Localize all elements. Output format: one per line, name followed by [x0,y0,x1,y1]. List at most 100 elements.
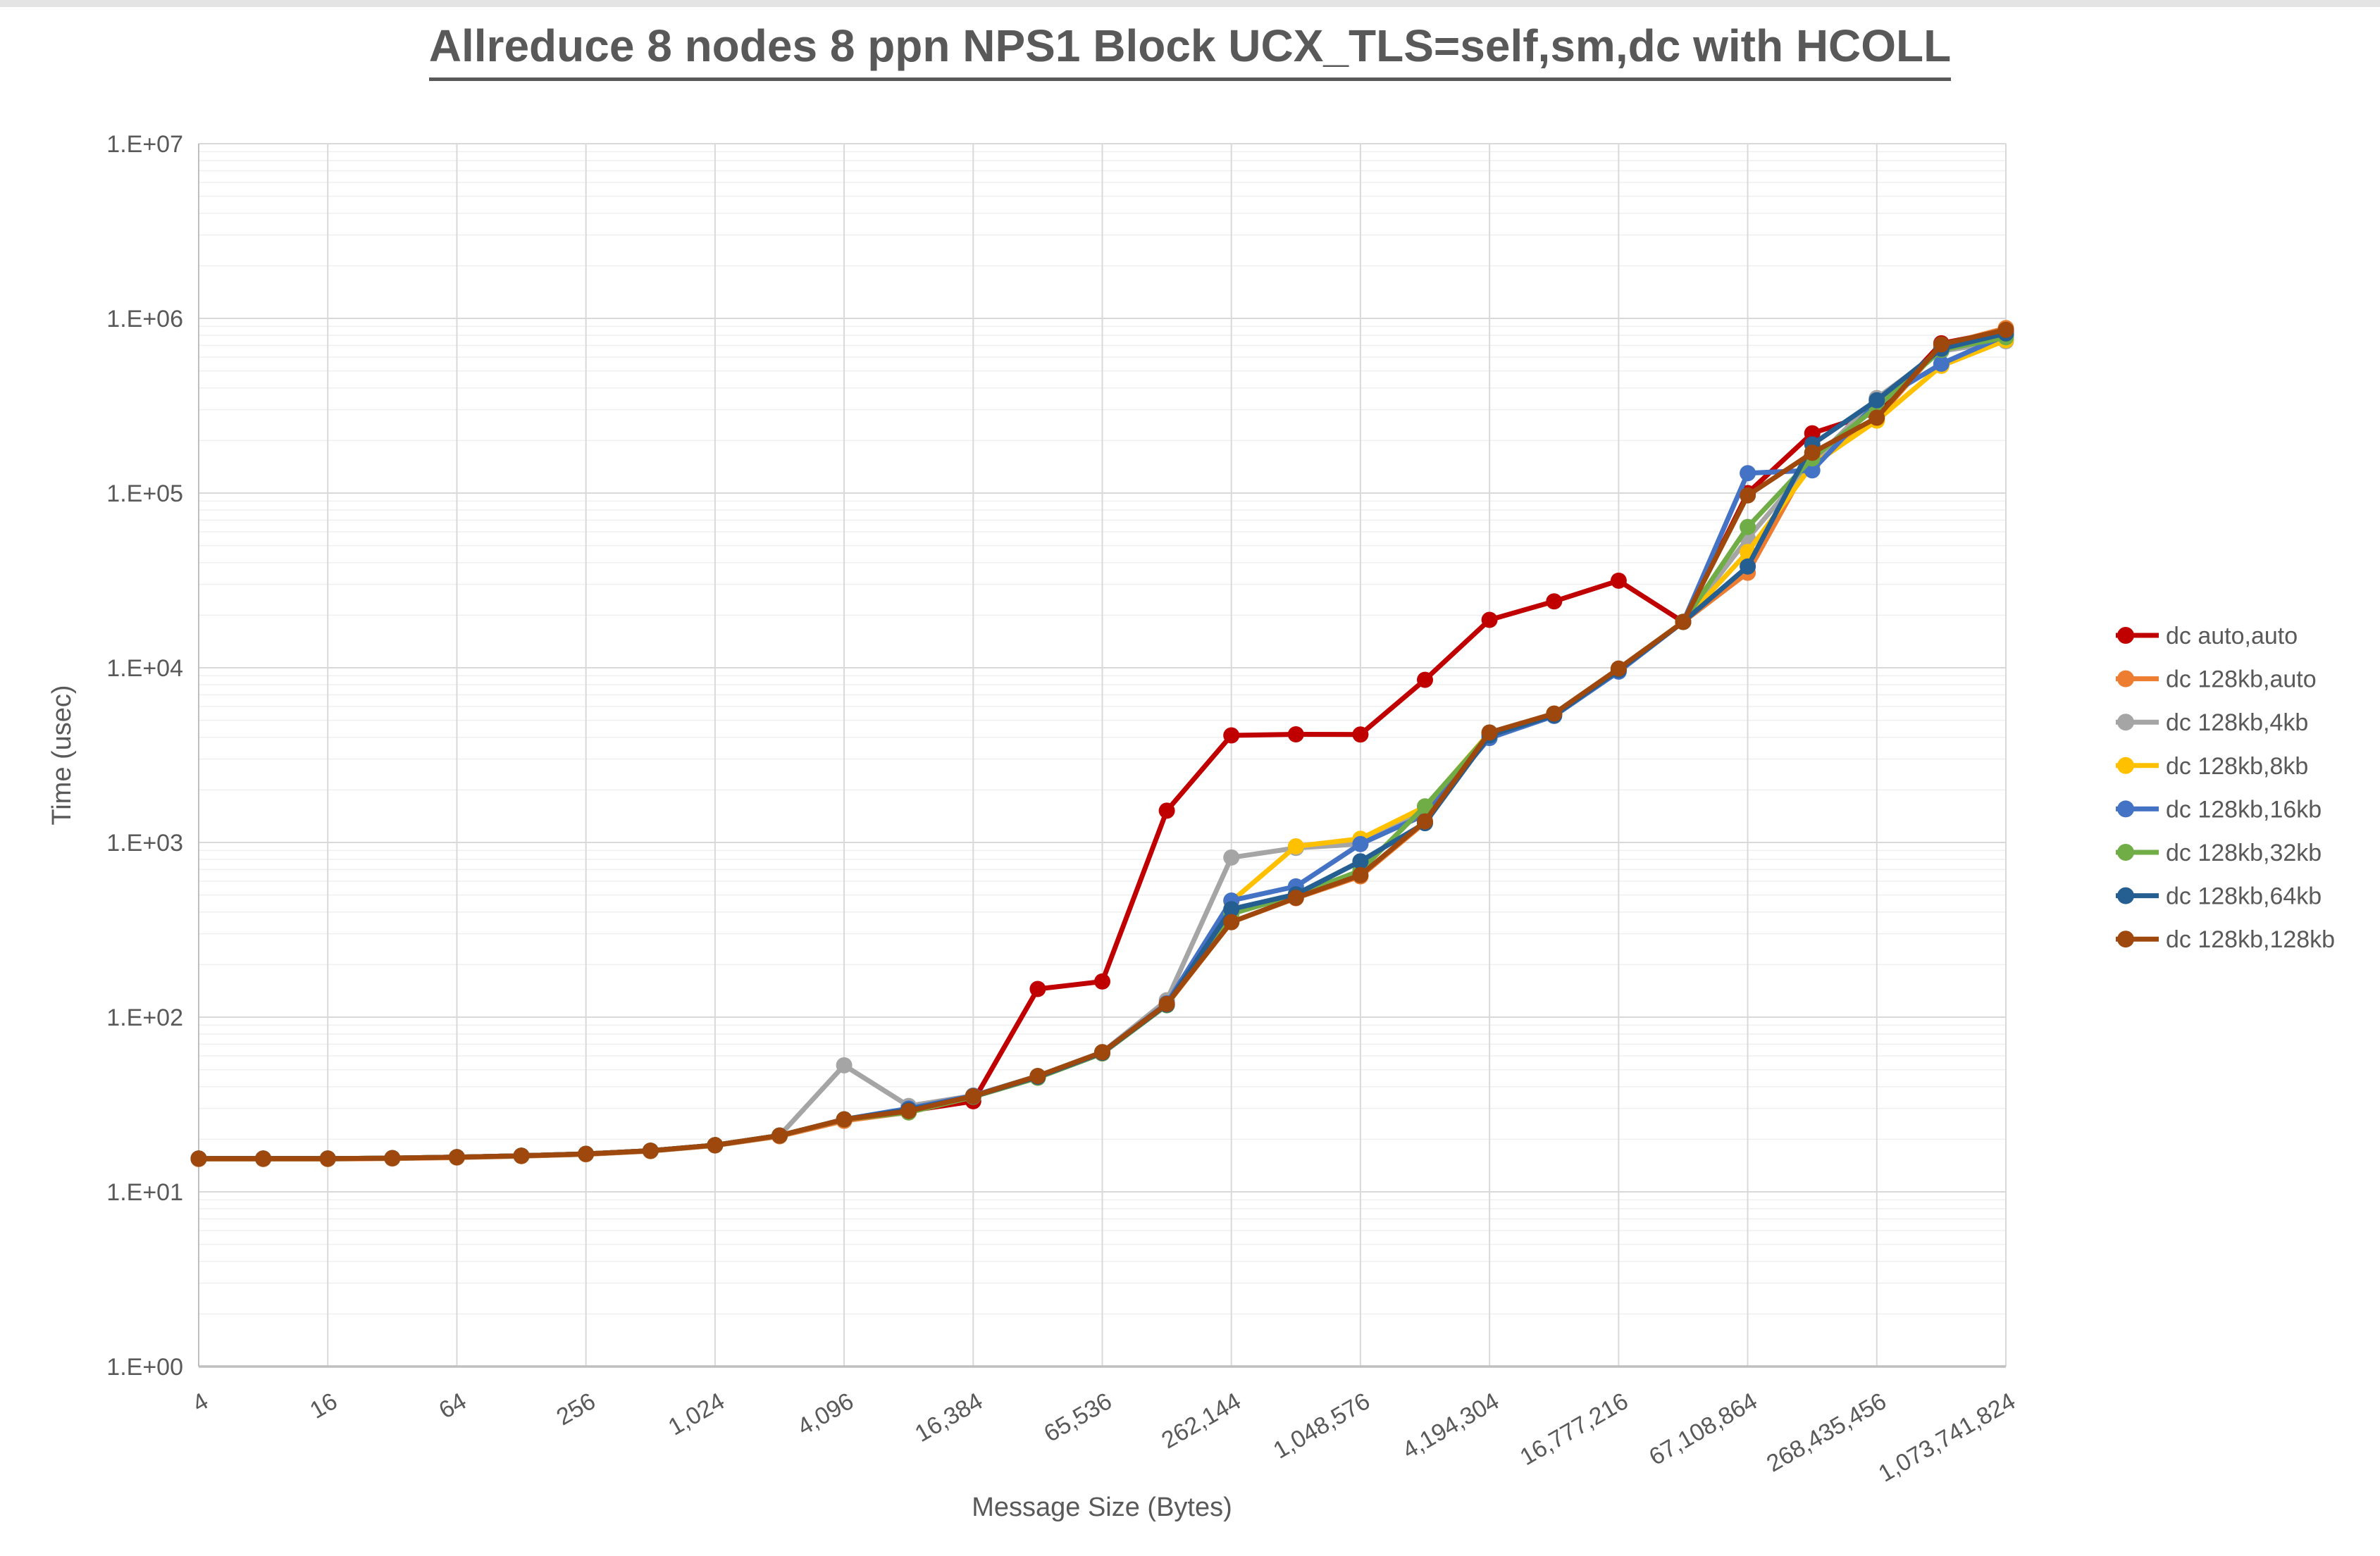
data-point-marker [1740,465,1756,482]
x-tick-label: 16,384 [910,1388,987,1448]
data-point-marker [1352,853,1369,870]
x-tick-label: 4 [188,1388,213,1417]
legend-marker [2117,757,2134,774]
legend-marker [2117,931,2134,948]
legend-label: dc auto,auto [2166,623,2298,649]
data-point-marker [1740,518,1756,535]
y-tick-label: 1.E+06 [106,306,183,332]
legend-label: dc 128kb,4kb [2166,709,2308,736]
y-tick-label: 1.E+03 [106,830,183,857]
data-point-marker [1546,593,1563,610]
data-point-marker [1352,866,1369,883]
data-point-marker [1740,487,1756,504]
y-axis-tick-labels: 1.E+00 1.E+01 1.E+02 1.E+03 1.E+04 1.E+05 1.E+… [106,131,183,1381]
data-point-marker [1868,392,1885,409]
data-point-marker [1223,914,1240,931]
x-tick-label: 262,144 [1157,1388,1245,1454]
data-point-marker [836,1111,853,1128]
data-point-marker [1223,727,1240,744]
data-point-marker [1868,409,1885,426]
chart-legend: dc auto,auto dc 128kb,auto dc 128kb,4kb dc … [2116,623,2335,953]
legend-marker [2117,670,2134,687]
legend-label: dc 128kb,32kb [2166,840,2322,866]
y-tick-label: 1.E+00 [106,1354,183,1381]
legend-item-dc-auto-auto: dc auto,auto [2116,623,2298,649]
legend-item-dc-128kb-8kb: dc 128kb,8kb [2116,753,2308,780]
data-point-marker [1417,798,1433,815]
data-point-marker [1287,890,1304,907]
data-point-marker [1610,572,1627,589]
data-point-marker [1287,726,1304,742]
data-point-marker [1675,614,1692,630]
y-tick-label: 1.E+02 [106,1004,183,1031]
data-point-marker [1417,813,1433,830]
legend-marker [2117,800,2134,818]
data-point-marker [1158,802,1175,819]
data-point-marker [1740,558,1756,575]
legend-item-dc-128kb-auto: dc 128kb,auto [2116,666,2317,693]
data-point-marker [1933,336,1950,353]
data-point-marker [900,1102,917,1119]
data-point-marker [448,1149,465,1166]
data-point-marker [1804,462,1821,479]
legend-marker [2117,627,2134,644]
data-point-marker [1804,425,1821,442]
legend-item-dc-128kb-16kb: dc 128kb,16kb [2116,796,2322,823]
window-edge-strip [0,0,2380,7]
data-point-marker [1933,355,1950,372]
x-tick-label: 1,024 [664,1388,729,1440]
legend-marker [2117,887,2134,904]
data-point-marker [1546,705,1563,722]
data-point-marker [384,1150,401,1166]
data-point-marker [642,1143,659,1159]
x-tick-label: 67,108,864 [1644,1388,1761,1471]
y-tick-label: 1.E+01 [106,1179,183,1206]
legend-item-dc-128kb-128kb: dc 128kb,128kb [2116,926,2335,953]
data-point-marker [1804,444,1821,461]
data-point-marker [1223,901,1240,918]
legend-label: dc 128kb,16kb [2166,796,2322,823]
x-tick-label: 4,096 [793,1388,858,1440]
x-axis-title: Message Size (Bytes) [972,1493,1232,1522]
y-tick-label: 1.E+04 [106,655,183,682]
data-point-marker [190,1150,207,1167]
legend-item-dc-128kb-4kb: dc 128kb,4kb [2116,709,2308,736]
x-axis-tick-labels: 4 16 64 256 1,024 4,096 16,384 65,536 262,144 1,0… [188,1388,2020,1488]
legend-label: dc 128kb,auto [2166,666,2317,693]
data-point-marker [1481,724,1498,741]
data-point-marker [1287,838,1304,854]
series-dc-128kb-128kb [190,321,2014,1167]
legend-label: dc 128kb,8kb [2166,753,2308,780]
data-point-marker [1094,973,1110,990]
x-tick-label: 1,048,576 [1269,1388,1375,1464]
x-tick-label: 16,777,216 [1516,1388,1632,1471]
data-point-marker [1352,726,1369,743]
legend-marker [2117,844,2134,861]
data-point-marker [1029,1068,1046,1085]
legend-marker [2117,714,2134,731]
major-gridlines [198,143,2007,1367]
data-point-marker [1352,835,1369,852]
series-lines [190,320,2014,1167]
chart-title: Allreduce 8 nodes 8 ppn NPS1 Block UCX_T… [428,20,1952,81]
data-point-marker [319,1150,336,1167]
x-tick-label: 1,073,741,824 [1874,1388,2020,1488]
x-tick-label: 65,536 [1039,1388,1116,1448]
data-point-marker [1223,849,1240,866]
legend-label: dc 128kb,64kb [2166,883,2322,910]
x-tick-label: 64 [435,1388,471,1424]
data-point-marker [1481,611,1498,628]
data-point-marker [1029,981,1046,997]
data-point-marker [578,1145,595,1162]
data-point-marker [1094,1044,1110,1061]
data-point-marker [771,1127,788,1144]
data-point-marker [836,1057,853,1073]
data-point-marker [1610,660,1627,677]
x-tick-label: 268,435,456 [1762,1388,1891,1477]
data-point-marker [513,1147,530,1164]
legend-item-dc-128kb-32kb: dc 128kb,32kb [2116,840,2322,866]
x-tick-label: 256 [552,1388,600,1431]
data-point-marker [1997,321,2014,338]
